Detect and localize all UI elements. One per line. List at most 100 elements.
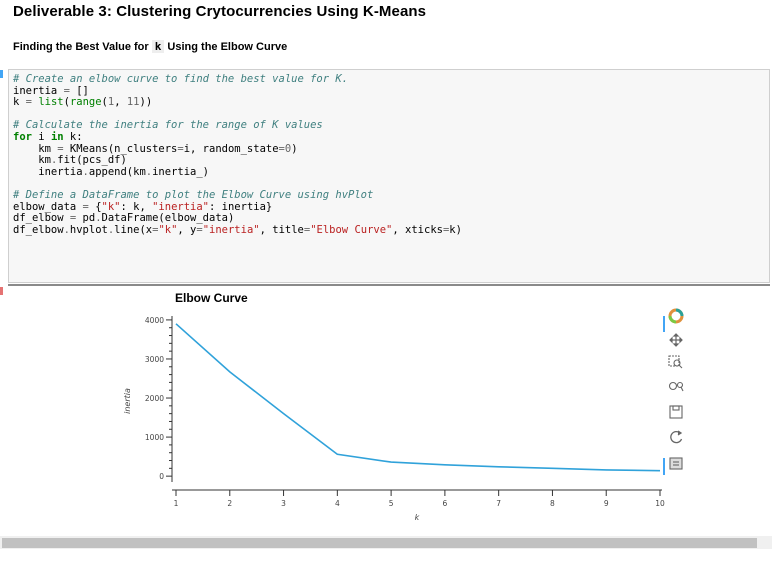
bokeh-logo-icon[interactable] [668,308,684,324]
save-icon[interactable] [669,405,683,419]
code-line: for i in k: [13,131,83,143]
code-token: line(x [114,223,153,236]
code-token: # Calculate the inertia for the range of… [13,119,323,132]
code-token: )) [139,96,153,109]
x-tick-label: 9 [604,499,609,508]
code-token: df_elbow [13,212,70,225]
code-token: "k" [158,223,178,236]
x-tick-label: 10 [655,499,665,508]
x-tick-label: 3 [281,499,286,508]
code-line: # Define a DataFrame to plot the Elbow C… [13,189,373,201]
code-token: range [69,96,102,109]
code-token: = [69,212,77,225]
code-token: k: [63,130,83,143]
code-token: inertia [13,84,64,97]
code-token: for [13,130,32,143]
code-token: = [82,200,89,213]
y-tick-label: 2000 [145,394,164,403]
code-token: DataFrame(elbow_data) [101,212,235,225]
code-line: inertia = [] [13,85,89,97]
x-tick-label: 4 [335,499,340,508]
code-line: k = list(range(1, 11)) [13,96,152,108]
subheading-prefix: Finding the Best Value for [13,41,152,53]
y-tick-label: 3000 [145,355,164,364]
code-token: = [196,223,203,236]
code-token: elbow_data [13,200,83,213]
plot-area[interactable]: 0 1000 2000 3000 4000 1 2 3 4 5 6 7 8 9 10 inertia k [123,316,665,522]
code-token: : k, [120,200,153,213]
code-token: . [95,212,102,225]
y-axis-ticks: 0 1000 2000 3000 4000 [145,316,172,481]
cell-selection-indicator [0,70,3,78]
y-tick-label: 1000 [145,433,164,442]
reset-icon[interactable] [670,430,683,444]
code-token: hvplot [69,223,108,236]
code-cell[interactable]: # Create an elbow curve to find the best… [8,69,770,283]
code-token: = [278,142,285,155]
code-line: df_elbow.hvplot.line(x="k", y="inertia",… [13,224,462,236]
series-points [175,323,661,471]
hover-icon[interactable] [669,457,683,470]
code-token: i, random_state [183,142,279,155]
code-line: # Create an elbow curve to find the best… [13,73,348,85]
code-token: list [38,96,64,109]
code-token: # Create an elbow curve to find the best… [13,73,349,85]
code-token: [] [69,84,89,97]
code-token: ( [63,96,70,109]
subheading-code: k [151,40,165,53]
x-tick-label: 1 [174,499,179,508]
code-token: km [13,142,58,155]
code-token: , y [177,223,197,236]
code-token: = [63,84,70,97]
code-token: inertia_) [152,165,210,178]
x-tick-label: 7 [496,499,501,508]
code-token: 11 [126,96,140,109]
code-line: km = KMeans(n_clusters=i, random_state=0… [13,142,297,155]
notebook-subheading: Finding the Best Value for k Using the E… [13,40,287,53]
code-token: KMeans(n_clusters [63,142,178,155]
code-token: . [107,223,115,236]
code-token: "inertia" [152,200,210,213]
code-token: , title [259,223,304,236]
code-token: . [63,223,70,236]
box-zoom-icon[interactable] [668,355,683,369]
notebook-heading: Deliverable 3: Clustering Crytocurrencie… [13,3,427,20]
code-line: df_elbow = pd.DataFrame(elbow_data) [13,212,234,224]
code-token: inertia [13,165,83,178]
chart-toolbar[interactable] [668,308,684,470]
x-axis-ticks: 1 2 3 4 5 6 7 8 9 10 [174,490,665,508]
code-token: in [50,130,64,143]
y-axis-label: inertia [123,388,132,414]
code-token: i [31,130,51,143]
code-token: , xticks [392,223,443,236]
code-editor[interactable]: # Create an elbow curve to find the best… [13,73,462,236]
code-token: = [57,142,64,155]
series-line [175,323,661,472]
code-token: : inertia} [209,200,273,213]
code-token: . [50,154,58,167]
output-indicator [0,287,3,295]
code-token: append(km [88,165,146,178]
code-token: = [25,96,32,109]
code-token: k) [449,223,462,236]
code-token: = [442,223,450,236]
horizontal-scrollbar-thumb[interactable] [2,538,757,548]
code-token: . [145,165,153,178]
wheel-zoom-icon[interactable] [668,381,684,392]
code-token: # Define a DataFrame to plot the Elbow C… [13,188,374,201]
code-token: "k" [101,200,121,213]
code-token: = [177,142,184,155]
pan-icon[interactable] [669,333,683,347]
output-separator [8,284,770,286]
x-tick-label: 5 [389,499,394,508]
code-token: 1 [107,96,115,109]
code-token: fit(pcs_df) [57,154,127,167]
code-line: elbow_data = {"k": k, "inertia": inertia… [13,201,272,213]
code-token: df_elbow [13,223,64,236]
code-line: km.fit(pcs_df) [13,154,127,166]
code-token: k [13,96,26,109]
subheading-suffix: Using the Elbow Curve [164,41,288,53]
code-token: "Elbow Curve" [310,223,393,236]
chart-title: Elbow Curve [175,291,248,305]
